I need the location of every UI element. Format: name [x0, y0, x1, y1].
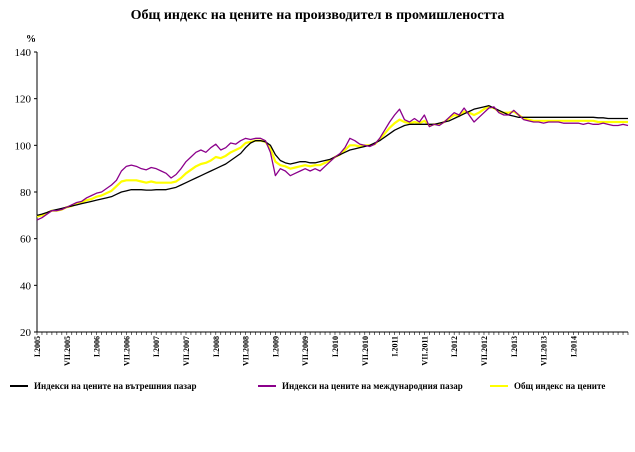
- series-line-total: [36, 105, 628, 218]
- chart-title: Общ индекс на цените на производител в п…: [130, 8, 505, 23]
- x-tick-label: VII.2006: [122, 336, 131, 366]
- y-tick-label: 100: [15, 140, 32, 152]
- x-tick-label: VII.2012: [480, 336, 489, 366]
- x-tick-label: VII.2010: [361, 336, 370, 366]
- legend-label-total: Общ индекс на цените: [514, 381, 606, 391]
- x-tick-label: VII.2005: [63, 336, 72, 366]
- y-tick-label: 140: [15, 47, 32, 59]
- legend-item-international: Индекси на цените на международния пазар: [258, 381, 463, 391]
- x-tick-label: VII.2007: [182, 336, 191, 366]
- series-line-international: [36, 106, 629, 221]
- y-tick-label: 60: [20, 234, 32, 246]
- legend-swatch-total: [490, 385, 508, 387]
- x-tick-label: I.2005: [33, 336, 42, 357]
- x-tick-label: I.2011: [391, 336, 400, 357]
- series-line-domestic: [36, 105, 628, 216]
- legend-item-total: Общ индекс на цените: [490, 381, 605, 391]
- y-tick-label: 120: [15, 94, 32, 106]
- x-tick-label: I.2008: [212, 336, 221, 357]
- legend-swatch-international: [258, 385, 276, 387]
- x-tick-label: I.2009: [271, 336, 280, 357]
- legend-swatch-domestic: [10, 385, 28, 387]
- legend-label-domestic: Индекси на цените на вътрешния пазар: [34, 381, 197, 391]
- x-tick-label: VII.2008: [242, 336, 251, 366]
- x-tick-label: I.2014: [569, 336, 578, 357]
- legend-item-domestic: Индекси на цените на вътрешния пазар: [10, 381, 197, 391]
- x-tick-label: I.2012: [450, 336, 459, 357]
- x-tick-label: I.2010: [331, 336, 340, 357]
- x-tick-label: VII.2009: [301, 336, 310, 366]
- x-tick-label: I.2007: [152, 336, 161, 357]
- x-tick-label: I.2006: [93, 336, 102, 357]
- y-axis-unit-label: %: [26, 34, 36, 45]
- x-tick-label: I.2013: [510, 336, 519, 357]
- x-tick-label: VII.2013: [540, 336, 549, 366]
- y-tick-label: 40: [20, 280, 32, 292]
- x-tick-label: VII.2011: [420, 336, 429, 366]
- y-tick-label: 80: [20, 187, 32, 199]
- legend-label-international: Индекси на цените на международния пазар: [282, 381, 463, 391]
- y-tick-label: 20: [20, 327, 32, 339]
